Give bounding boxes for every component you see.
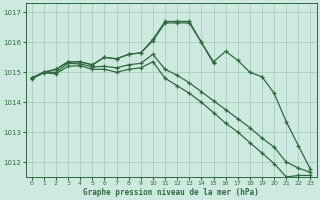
X-axis label: Graphe pression niveau de la mer (hPa): Graphe pression niveau de la mer (hPa) [83, 188, 259, 197]
